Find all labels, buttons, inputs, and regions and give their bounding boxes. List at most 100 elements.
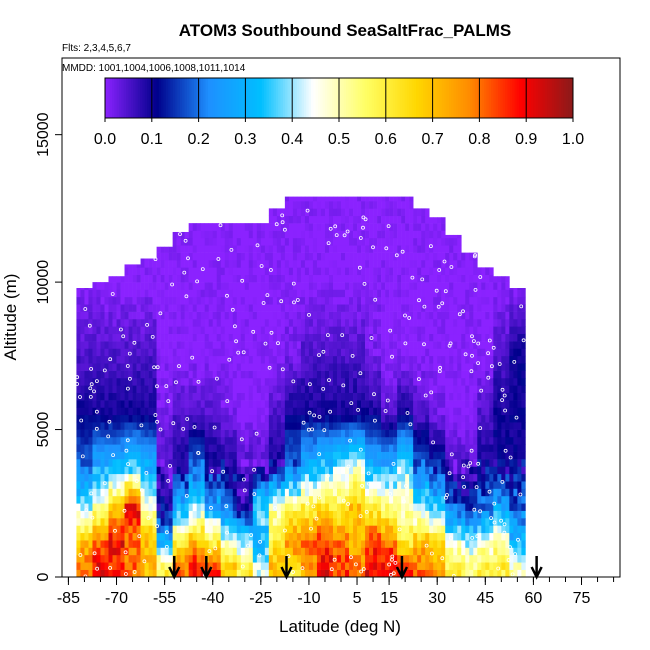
heatmap-cell: [144, 385, 149, 393]
heatmap-cell: [244, 407, 250, 416]
heatmap-cell: [216, 422, 222, 430]
heatmap-cell: [481, 562, 486, 570]
heatmap-cell: [272, 554, 278, 563]
heatmap-cell: [184, 422, 189, 430]
heatmap-cell: [280, 414, 286, 423]
heatmap-cell: [132, 451, 137, 460]
heatmap-cell: [220, 267, 226, 276]
heatmap-cell: [220, 252, 226, 261]
heatmap-cell: [345, 400, 350, 408]
heatmap-cell: [409, 230, 414, 239]
heatmap-cell: [421, 318, 426, 327]
heatmap-cell: [332, 318, 338, 327]
heatmap-cell: [324, 385, 330, 393]
heatmap-cell: [320, 201, 326, 209]
heatmap-cell: [437, 223, 442, 231]
heatmap-cell: [80, 518, 85, 526]
heatmap-cell: [316, 296, 322, 305]
heatmap-cell: [276, 466, 282, 475]
heatmap-cell: [401, 488, 406, 497]
heatmap-cell: [100, 333, 105, 342]
heatmap-cell: [489, 444, 494, 452]
heatmap-cell: [256, 252, 262, 261]
heatmap-cell: [276, 429, 282, 438]
heatmap-cell: [320, 304, 326, 312]
heatmap-cell: [381, 547, 386, 556]
heatmap-cell: [156, 525, 161, 534]
heatmap-cell: [485, 370, 490, 379]
heatmap-cell: [288, 245, 294, 253]
heatmap-cell: [449, 355, 454, 364]
heatmap-cell: [308, 540, 314, 548]
heatmap-cell: [381, 201, 386, 209]
heatmap-cell: [425, 503, 430, 511]
heatmap-cell: [272, 208, 278, 217]
heatmap-cell: [240, 414, 246, 423]
heatmap-cell: [409, 414, 414, 423]
heatmap-cell: [208, 444, 214, 452]
heatmap-cell: [373, 333, 378, 342]
heatmap-cell: [328, 532, 334, 541]
heatmap-cell: [393, 407, 398, 416]
heatmap-cell: [324, 267, 330, 276]
heatmap-cell: [204, 488, 210, 497]
heatmap-cell: [385, 473, 390, 482]
heatmap-cell: [312, 569, 318, 578]
heatmap-cell: [385, 282, 390, 290]
heatmap-cell: [437, 525, 442, 534]
heatmap-cell: [413, 267, 418, 276]
heatmap-cell: [220, 392, 226, 401]
heatmap-cell: [429, 495, 434, 504]
heatmap-cell: [220, 400, 226, 408]
heatmap-cell: [469, 348, 474, 357]
heatmap-cell: [381, 215, 386, 224]
heatmap-cell: [357, 282, 362, 290]
heatmap-cell: [312, 429, 318, 438]
heatmap-cell: [441, 400, 446, 408]
heatmap-cell: [280, 407, 286, 416]
heatmap-cell: [236, 289, 242, 298]
heatmap-cell: [240, 547, 246, 556]
heatmap-cell: [152, 481, 157, 489]
heatmap-cell: [409, 525, 414, 534]
heatmap-cell: [357, 569, 362, 578]
heatmap-cell: [304, 532, 310, 541]
heatmap-cell: [373, 414, 378, 423]
heatmap-cell: [248, 237, 254, 246]
heatmap-cell: [308, 532, 314, 541]
heatmap-cell: [473, 518, 478, 526]
heatmap-cell: [156, 473, 161, 482]
heatmap-cell: [328, 385, 334, 393]
heatmap-cell: [240, 377, 246, 386]
heatmap-cell: [124, 510, 129, 519]
heatmap-cell: [92, 547, 97, 556]
heatmap-cell: [341, 201, 346, 209]
heatmap-cell: [84, 377, 89, 386]
heatmap-cell: [232, 296, 238, 305]
heatmap-cell: [168, 296, 173, 305]
heatmap-cell: [341, 363, 346, 371]
heatmap-cell: [308, 348, 314, 357]
heatmap-cell: [284, 473, 290, 482]
heatmap-cell: [433, 274, 438, 283]
heatmap-cell: [188, 473, 193, 482]
heatmap-cell: [461, 429, 466, 438]
heatmap-cell: [397, 510, 402, 519]
heatmap-cell: [284, 237, 290, 246]
heatmap-cell: [260, 407, 266, 416]
heatmap-cell: [268, 326, 274, 335]
heatmap-cell: [397, 540, 402, 548]
heatmap-cell: [140, 274, 145, 283]
heatmap-cell: [393, 547, 398, 556]
heatmap-cell: [320, 326, 326, 335]
heatmap-cell: [324, 481, 330, 489]
heatmap-cell: [256, 459, 262, 467]
heatmap-cell: [401, 282, 406, 290]
heatmap-cell: [152, 258, 157, 261]
heatmap-cell: [369, 400, 374, 408]
heatmap-cell: [184, 562, 189, 570]
heatmap-cell: [425, 510, 430, 519]
heatmap-cell: [304, 473, 310, 482]
heatmap-cell: [296, 495, 302, 504]
heatmap-cell: [184, 318, 189, 327]
